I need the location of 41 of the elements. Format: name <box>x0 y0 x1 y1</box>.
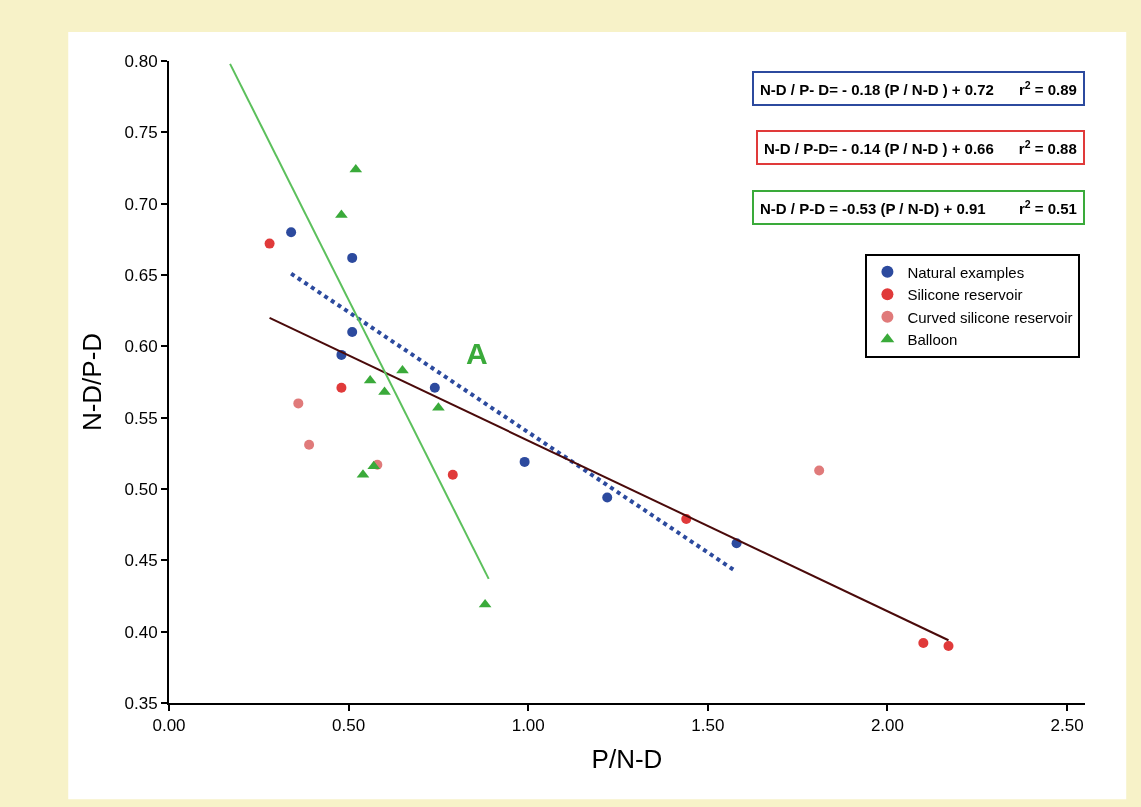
point <box>286 227 297 238</box>
y-tick-label: 0.50 <box>124 479 158 499</box>
x-tick-label: 2.00 <box>870 716 904 736</box>
point <box>304 439 315 450</box>
x-tick-label: 1.00 <box>511 716 545 736</box>
point <box>293 398 304 409</box>
point <box>349 163 363 173</box>
y-tick-label: 0.65 <box>124 265 158 285</box>
annotation: N-D / P-D= - 0.14 (P / N-D ) + 0.66 r$^{2}$ = 0.88 <box>764 138 1077 158</box>
legend-label: Silicone reservoir <box>907 286 1023 304</box>
y-tick-label: 0.45 <box>124 551 158 571</box>
y-tick-label: 0.60 <box>124 337 158 357</box>
point <box>602 492 613 503</box>
y-tick-label: 0.80 <box>124 51 158 71</box>
legend-label: Natural examples <box>907 263 1025 281</box>
annotation: A <box>466 337 488 370</box>
x-tick-label: 0.00 <box>152 716 186 736</box>
point <box>447 469 458 480</box>
point <box>519 456 530 467</box>
point <box>347 327 358 338</box>
x-tick-label: 2.50 <box>1050 716 1084 736</box>
y-tick-label: 0.55 <box>124 408 158 428</box>
annotation: N-D / P- D= - 0.18 (P / N-D ) + 0.72 r$^{2}$ = 0.89 <box>760 79 1077 99</box>
y-tick-label: 0.35 <box>124 693 158 713</box>
legend-label: Curved silicone reservoir <box>907 308 1073 326</box>
annotation: N-D / P-D = -0.53 (P / N-D) + 0.91 r$^{2}$ = 0.51 <box>760 198 1077 218</box>
y-tick-label: 0.70 <box>124 194 158 214</box>
point <box>918 638 929 649</box>
y-tick-label: 0.40 <box>124 622 158 642</box>
point <box>336 382 347 393</box>
point <box>943 640 954 651</box>
x-axis-title: P/N-D <box>591 743 663 774</box>
point <box>264 238 275 249</box>
y-axis-title: N-D/P-D <box>77 332 108 432</box>
point <box>814 465 825 476</box>
point <box>429 382 440 393</box>
x-tick-label: 0.50 <box>332 716 366 736</box>
x-tick-label: 1.50 <box>691 716 725 736</box>
point <box>347 252 358 263</box>
y-tick-label: 0.75 <box>124 123 158 143</box>
legend-label: Balloon <box>907 331 958 349</box>
